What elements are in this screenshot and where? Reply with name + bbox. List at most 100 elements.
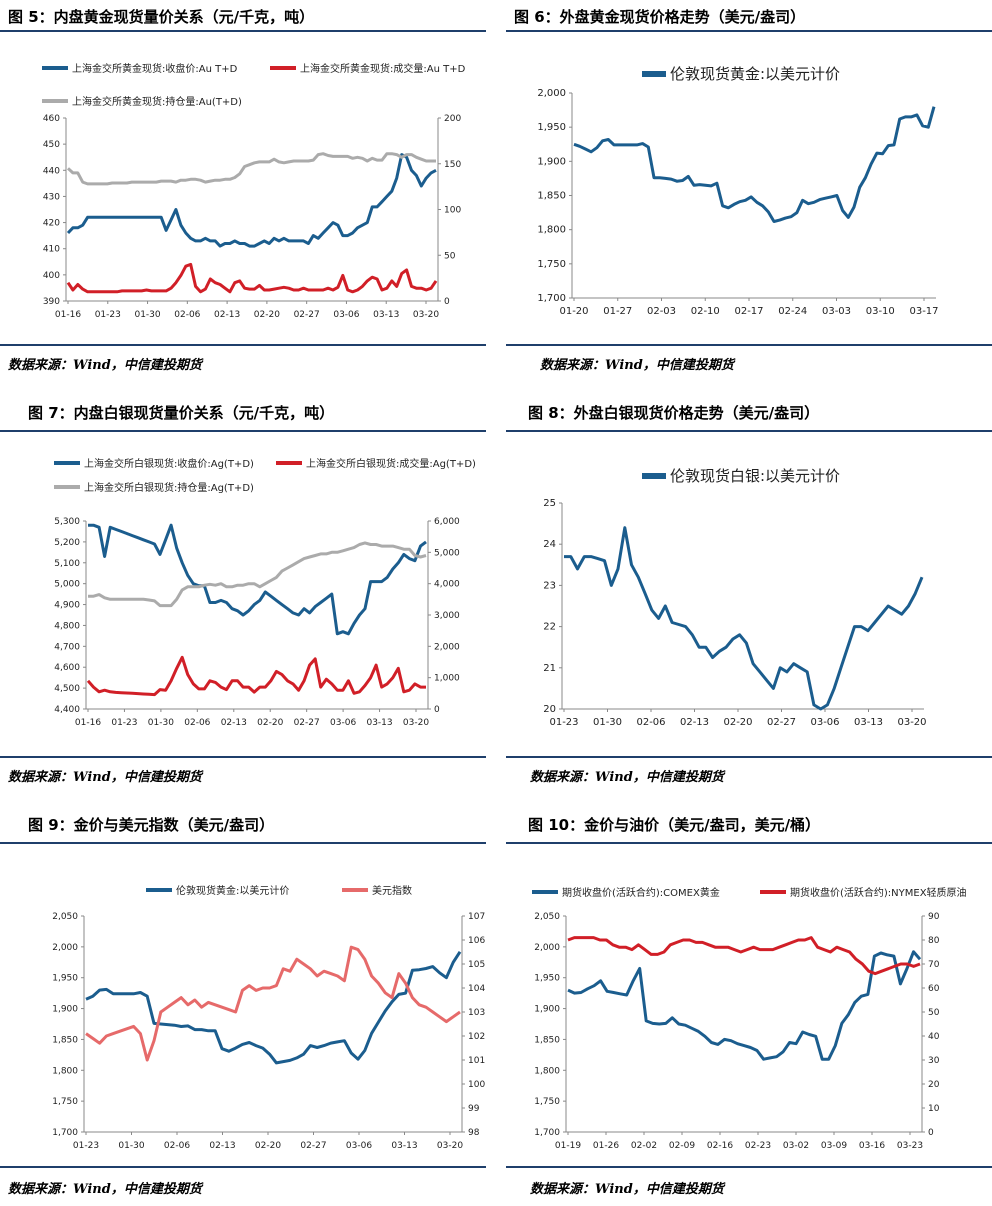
- x-tick-label: 02-06: [164, 1141, 190, 1151]
- y-tick-label-right: 107: [468, 912, 485, 922]
- x-tick-label: 03-13: [366, 718, 392, 728]
- x-tick-label: 02-27: [300, 1141, 326, 1151]
- x-tick-label: 03-02: [783, 1141, 809, 1151]
- x-tick-label: 02-20: [255, 1141, 281, 1151]
- series-line: [88, 541, 427, 608]
- legend-label: 上海金交所白银现货:收盘价:Ag(T+D): [84, 457, 254, 470]
- y-tick-label-right: 1,000: [434, 674, 460, 684]
- chart-c7: 4,400 4,500 4,600 4,700 4,800 4,900 5,000 5,100…: [54, 457, 476, 728]
- chart-panel-5: 图 5：内盘黄金现货量价关系（元/千克，吨） 390 400 410 420 430 44…: [0, 0, 496, 380]
- x-tick-label: 03-20: [413, 310, 439, 320]
- chart-panel-7: 图 7：内盘白银现货量价关系（元/千克，吨） 4,400 4,500 4,600 4,…: [0, 394, 496, 794]
- chart-title: 图 8：外盘白银现货价格走势（美元/盎司）: [528, 404, 820, 422]
- chart-c6: 1,700 1,750 1,800 1,850 1,900 1,950 2,000 01-20…: [537, 65, 938, 317]
- legend-label: 伦敦现货黄金:以美元计价: [670, 65, 840, 83]
- y-tick-label-right: 100: [444, 206, 461, 216]
- x-tick-label: 01-23: [73, 1141, 99, 1151]
- x-tick-label: 02-27: [767, 717, 796, 728]
- y-tick-label-right: 90: [928, 912, 940, 922]
- x-tick-label: 03-23: [897, 1141, 923, 1151]
- series-line: [88, 523, 427, 636]
- y-tick-label-right: 98: [468, 1128, 480, 1138]
- y-tick-label-right: 6,000: [434, 517, 460, 527]
- bottom-rule: [506, 1166, 992, 1168]
- bottom-rule: [506, 756, 992, 758]
- series-line: [573, 106, 936, 223]
- x-tick-label: 02-16: [707, 1141, 733, 1151]
- x-tick-label: 01-26: [593, 1141, 619, 1151]
- y-tick-label-right: 60: [928, 984, 940, 994]
- chart-panel-10: 图 10：金价与油价（美元/盎司，美元/桶） 1,700 1,750 1,800 1,…: [496, 810, 992, 1206]
- chart-c5: 390 400 410 420 430 440 450 460 0 50 100 150 200 01-1…: [42, 62, 466, 320]
- bottom-rule: [0, 756, 486, 758]
- y-tick-label-left: 440: [43, 166, 60, 176]
- title-rule: [506, 430, 992, 432]
- y-tick-label-right: 20: [928, 1080, 940, 1090]
- chart-panel-6: 图 6：外盘黄金现货价格走势（美元/盎司） 1,700 1,750 1,800 1,8…: [496, 0, 992, 380]
- x-tick-label: 02-20: [254, 310, 280, 320]
- y-tick-label-right: 100: [468, 1080, 485, 1090]
- y-tick-label-left: 1,750: [52, 1097, 78, 1107]
- x-tick-label: 02-06: [174, 310, 200, 320]
- x-tick-label: 02-02: [631, 1141, 657, 1151]
- y-tick-label-left: 420: [43, 219, 60, 229]
- title-rule: [0, 430, 486, 432]
- y-tick-label-left: 2,000: [534, 943, 560, 953]
- x-tick-label: 03-06: [346, 1141, 372, 1151]
- y-tick-label-left: 1,950: [537, 122, 566, 133]
- legend-label: 期货收盘价(活跃合约):COMEX黄金: [562, 886, 720, 899]
- x-tick-label: 02-13: [209, 1141, 235, 1151]
- legend-label: 美元指数: [372, 884, 412, 897]
- x-tick-label: 01-30: [593, 717, 622, 728]
- y-tick-label-left: 4,900: [54, 601, 80, 611]
- y-tick-label-right: 101: [468, 1056, 485, 1066]
- y-tick-label-left: 430: [43, 192, 60, 202]
- x-tick-label: 01-20: [559, 306, 588, 317]
- series-line: [85, 945, 461, 1062]
- y-tick-label-left: 1,700: [537, 293, 566, 304]
- y-tick-label-left: 5,300: [54, 517, 80, 527]
- y-tick-label-left: 1,800: [537, 225, 566, 236]
- bottom-rule: [0, 344, 486, 346]
- y-tick-label-right: 105: [468, 960, 485, 970]
- x-tick-label: 02-13: [221, 718, 247, 728]
- y-tick-label-right: 50: [928, 1008, 940, 1018]
- y-tick-label-right: 104: [468, 984, 485, 994]
- y-tick-label-right: 150: [444, 160, 461, 170]
- y-tick-label-left: 4,400: [54, 705, 80, 715]
- y-tick-label-left: 2,050: [52, 912, 78, 922]
- x-tick-label: 02-06: [636, 717, 665, 728]
- x-tick-label: 01-27: [603, 306, 632, 317]
- title-rule: [506, 30, 992, 32]
- source-note: 数据来源：Wind，中信建投期货: [8, 1182, 202, 1197]
- series-line: [66, 153, 437, 248]
- x-tick-label: 02-09: [669, 1141, 695, 1151]
- y-tick-label-right: 2,000: [434, 642, 460, 652]
- source-note: 数据来源：Wind，中信建投期货: [8, 358, 202, 373]
- chart-c10: 1,700 1,750 1,800 1,850 1,900 1,950 2,000 2,050…: [532, 886, 967, 1151]
- legend-label: 上海金交所黄金现货:成交量:Au T+D: [300, 62, 466, 75]
- x-tick-label: 02-13: [680, 717, 709, 728]
- y-tick-label-left: 1,950: [534, 974, 560, 984]
- legend-label: 上海金交所白银现货:持仓量:Ag(T+D): [84, 481, 254, 494]
- y-tick-label-right: 0: [444, 297, 450, 307]
- y-tick-label-right: 0: [928, 1128, 934, 1138]
- y-tick-label-right: 40: [928, 1032, 940, 1042]
- x-tick-label: 01-16: [55, 310, 81, 320]
- y-tick-label-left: 1,900: [534, 1005, 560, 1015]
- y-tick-label-right: 3,000: [434, 611, 460, 621]
- x-tick-label: 03-20: [403, 718, 429, 728]
- x-tick-label: 01-23: [549, 717, 578, 728]
- x-tick-label: 03-09: [821, 1141, 847, 1151]
- y-tick-label-right: 102: [468, 1032, 485, 1042]
- x-tick-label: 03-06: [810, 717, 839, 728]
- y-tick-label-right: 30: [928, 1056, 940, 1066]
- x-tick-label: 03-20: [437, 1141, 463, 1151]
- x-tick-label: 01-30: [148, 718, 174, 728]
- x-tick-label: 03-03: [822, 306, 851, 317]
- source-note: 数据来源：Wind，中信建投期货: [540, 358, 734, 373]
- y-tick-label-right: 70: [928, 960, 940, 970]
- x-tick-label: 03-20: [897, 717, 926, 728]
- source-note: 数据来源：Wind，中信建投期货: [8, 770, 202, 785]
- x-tick-label: 01-23: [111, 718, 137, 728]
